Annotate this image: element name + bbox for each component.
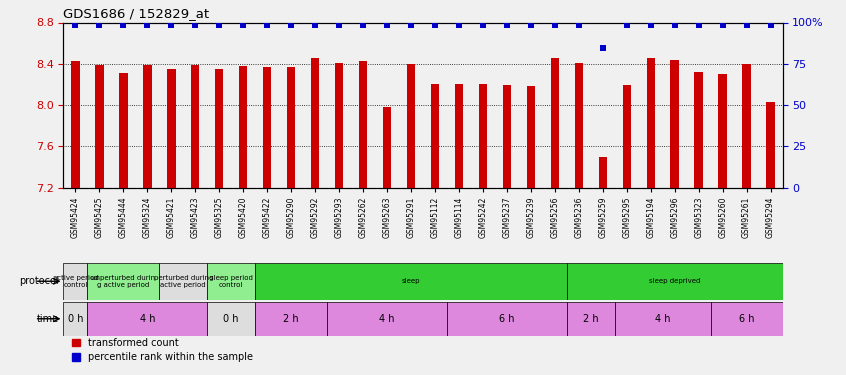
Text: sleep: sleep — [402, 278, 420, 284]
Bar — [574, 63, 583, 188]
Bar — [646, 58, 655, 188]
Point — [596, 45, 609, 51]
Text: unperturbed durin
g active period: unperturbed durin g active period — [91, 275, 156, 288]
Bar — [623, 86, 631, 188]
Text: protocol: protocol — [19, 276, 59, 286]
Bar — [207, 262, 255, 300]
Bar — [287, 67, 295, 188]
Text: GDS1686 / 152829_at: GDS1686 / 152829_at — [63, 7, 210, 20]
Bar — [567, 262, 783, 300]
Point — [548, 22, 562, 28]
Bar — [359, 61, 367, 188]
Bar — [743, 64, 750, 188]
Bar — [119, 73, 128, 188]
Bar — [527, 87, 535, 188]
Point — [164, 22, 178, 28]
Text: 4 h: 4 h — [140, 314, 155, 324]
Point — [140, 22, 154, 28]
Bar — [615, 302, 711, 336]
Text: perturbed during
active period: perturbed during active period — [154, 275, 213, 288]
Bar — [311, 58, 319, 188]
Point — [524, 22, 537, 28]
Text: 6 h: 6 h — [739, 314, 755, 324]
Text: active period
control: active period control — [52, 275, 98, 288]
Bar — [599, 157, 607, 188]
Legend: transformed count, percentile rank within the sample: transformed count, percentile rank withi… — [69, 334, 256, 366]
Point — [476, 22, 490, 28]
Bar — [143, 65, 151, 188]
Text: 2 h: 2 h — [283, 314, 299, 324]
Bar — [215, 69, 223, 188]
Bar — [63, 302, 87, 336]
Bar — [503, 86, 511, 188]
Text: 0 h: 0 h — [223, 314, 239, 324]
Point — [404, 22, 418, 28]
Text: 2 h: 2 h — [583, 314, 599, 324]
Point — [716, 22, 729, 28]
Text: time: time — [37, 314, 59, 324]
Bar — [191, 65, 200, 188]
Point — [380, 22, 393, 28]
Bar — [335, 63, 343, 188]
Bar — [207, 302, 255, 336]
Bar — [87, 302, 207, 336]
Point — [356, 22, 370, 28]
Bar — [431, 84, 439, 188]
Bar — [766, 102, 775, 188]
Point — [620, 22, 634, 28]
Point — [644, 22, 657, 28]
Point — [308, 22, 321, 28]
Bar — [567, 302, 615, 336]
Bar — [168, 69, 175, 188]
Point — [764, 22, 777, 28]
Text: sleep period
control: sleep period control — [210, 275, 253, 288]
Bar — [695, 72, 703, 188]
Bar — [711, 302, 783, 336]
Point — [572, 22, 585, 28]
Point — [69, 22, 82, 28]
Point — [500, 22, 514, 28]
Bar — [71, 61, 80, 188]
Point — [284, 22, 298, 28]
Point — [692, 22, 706, 28]
Bar — [87, 262, 159, 300]
Bar — [383, 107, 391, 188]
Bar — [159, 262, 207, 300]
Point — [452, 22, 465, 28]
Bar — [671, 60, 678, 188]
Point — [667, 22, 681, 28]
Point — [189, 22, 202, 28]
Text: 0 h: 0 h — [68, 314, 83, 324]
Bar — [255, 302, 327, 336]
Text: 4 h: 4 h — [655, 314, 670, 324]
Point — [261, 22, 274, 28]
Point — [92, 22, 106, 28]
Point — [236, 22, 250, 28]
Bar — [263, 67, 272, 188]
Bar — [551, 58, 559, 188]
Point — [428, 22, 442, 28]
Bar — [718, 74, 727, 188]
Text: 6 h: 6 h — [499, 314, 514, 324]
Bar — [407, 64, 415, 188]
Bar — [96, 65, 103, 188]
Point — [739, 22, 753, 28]
Point — [117, 22, 130, 28]
Bar — [479, 84, 487, 188]
Text: sleep deprived: sleep deprived — [649, 278, 700, 284]
Point — [212, 22, 226, 28]
Bar — [255, 262, 567, 300]
Point — [332, 22, 346, 28]
Bar — [455, 84, 463, 188]
Bar — [63, 262, 87, 300]
Bar — [239, 66, 247, 188]
Bar — [447, 302, 567, 336]
Text: 4 h: 4 h — [379, 314, 395, 324]
Bar — [327, 302, 447, 336]
